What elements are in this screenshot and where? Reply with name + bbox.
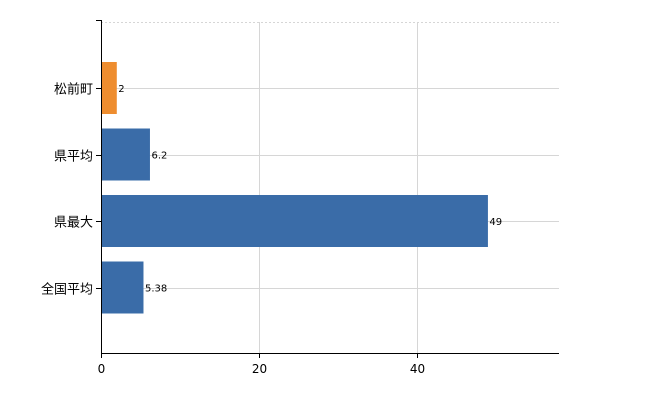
category-label: 松前町: [54, 82, 93, 98]
category-label: 全国平均: [41, 282, 93, 298]
category-label: 県平均: [54, 150, 93, 165]
bar: [101, 195, 488, 247]
data-label: 49: [489, 217, 502, 228]
data-label: 5.38: [145, 284, 167, 295]
x-tick-label: 40: [410, 362, 425, 376]
bar: [101, 128, 150, 181]
axis-layer: [96, 20, 559, 358]
x-tick-label: 0: [98, 362, 106, 376]
bar: [101, 62, 117, 114]
bar: [101, 261, 144, 314]
x-tick-label: 20: [252, 362, 267, 376]
grid-layer: [101, 22, 559, 353]
bar-layer: [101, 62, 488, 314]
data-label: 6.2: [151, 151, 167, 162]
category-label: 県最大: [54, 216, 93, 231]
data-label: 2: [118, 84, 124, 95]
